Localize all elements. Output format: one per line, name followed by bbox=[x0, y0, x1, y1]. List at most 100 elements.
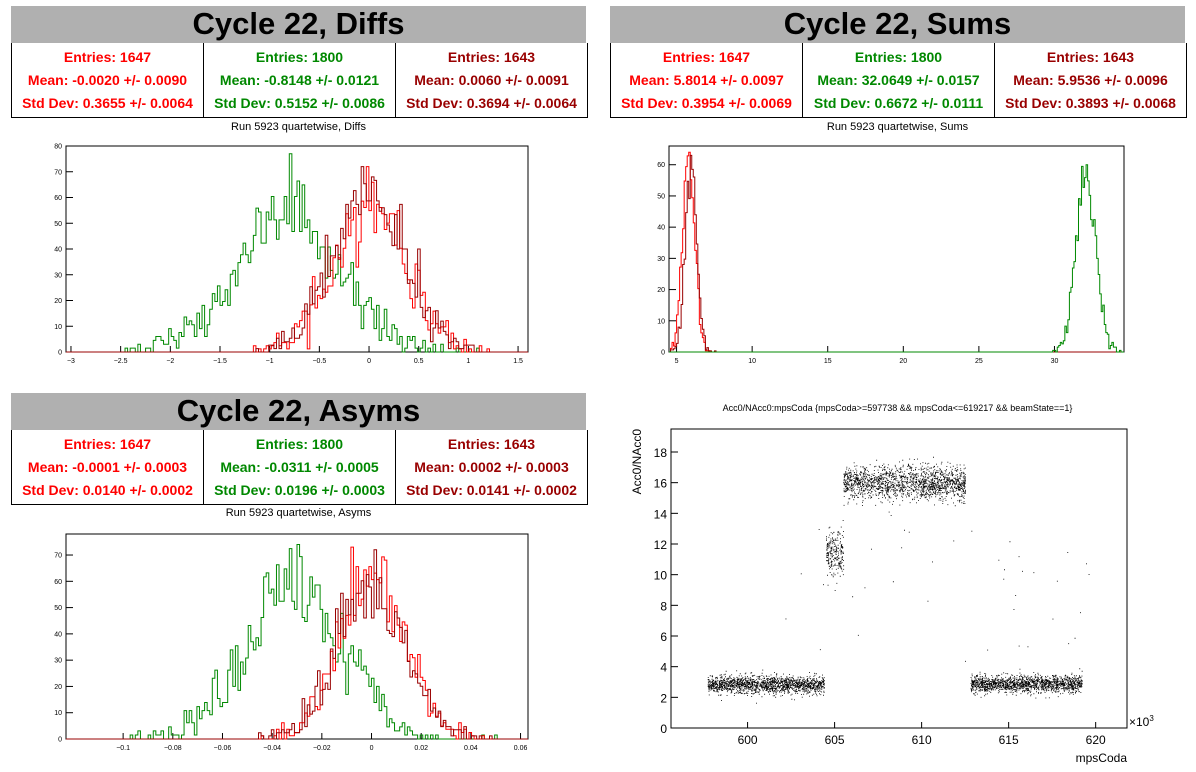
asyms-panel-title: Cycle 22, Asyms bbox=[11, 393, 586, 430]
x-axis-exponent-power: 3 bbox=[1149, 714, 1154, 723]
stat-mean: Mean: -0.0001 +/- 0.0003 bbox=[27, 458, 188, 475]
diffs-chart-title: Run 5923 quartetwise, Diffs bbox=[231, 121, 366, 133]
x-tick-label: 0.5 bbox=[414, 358, 424, 365]
x-tick-label: 605 bbox=[825, 733, 845, 747]
stat-std: Std Dev: 0.0140 +/- 0.0002 bbox=[22, 481, 193, 498]
y-tick-label: 10 bbox=[654, 569, 668, 583]
y-tick-label: 4 bbox=[660, 661, 667, 675]
stat-entries: Entries: 1647 bbox=[63, 49, 152, 66]
diffs-stats-red: Entries: 1647 Mean: -0.0020 +/- 0.0090 S… bbox=[12, 43, 204, 117]
x-tick-label: −3 bbox=[67, 358, 75, 365]
y-tick-label: 6 bbox=[660, 630, 667, 644]
stat-mean: Mean: -0.0020 +/- 0.0090 bbox=[27, 71, 188, 88]
histogram-series-green bbox=[66, 544, 528, 740]
y-tick-label: 50 bbox=[54, 221, 62, 228]
y-tick-label: 8 bbox=[660, 599, 667, 613]
y-tick-label: 0 bbox=[660, 722, 667, 736]
stat-std: Std Dev: 0.0196 +/- 0.0003 bbox=[214, 481, 385, 498]
y-tick-label: 30 bbox=[54, 658, 62, 665]
y-tick-label: 50 bbox=[657, 193, 665, 200]
y-tick-label: 30 bbox=[54, 272, 62, 279]
x-tick-label: −2 bbox=[166, 358, 174, 365]
y-tick-label: 10 bbox=[54, 710, 62, 717]
x-tick-label: −0.02 bbox=[313, 745, 331, 752]
scatter-plot: 600 605 610 615 620 0 2 4 6 8 10 12 14 16 18 mpsCoda Acc… bbox=[630, 428, 1154, 765]
histogram-series-darkred bbox=[66, 166, 528, 353]
y-tick-label: 0 bbox=[58, 350, 62, 357]
asyms-stats-red: Entries: 1647 Mean: -0.0001 +/- 0.0003 S… bbox=[12, 430, 204, 504]
stat-entries: Entries: 1800 bbox=[255, 436, 344, 453]
stat-std: Std Dev: 0.3655 +/- 0.0064 bbox=[22, 94, 193, 111]
diffs-stats-darkred: Entries: 1643 Mean: 0.0060 +/- 0.0091 St… bbox=[396, 43, 587, 117]
histogram-series-green bbox=[669, 164, 1124, 353]
y-tick-label: 0 bbox=[58, 737, 62, 744]
stat-mean: Mean: -0.0311 +/- 0.0005 bbox=[220, 458, 379, 475]
sums-stats-box: Entries: 1647 Mean: 5.8014 +/- 0.0097 St… bbox=[610, 43, 1187, 118]
x-tick-label: 10 bbox=[748, 358, 756, 365]
x-tick-label: 0.02 bbox=[414, 745, 428, 752]
x-tick-label: 610 bbox=[912, 733, 932, 747]
histogram-series-red bbox=[669, 151, 1124, 353]
x-tick-label: 0.04 bbox=[464, 745, 478, 752]
stat-entries: Entries: 1643 bbox=[1046, 49, 1135, 66]
plot-frame bbox=[668, 145, 1125, 353]
asyms-stats-green: Entries: 1800 Mean: -0.0311 +/- 0.0005 S… bbox=[204, 430, 396, 504]
x-tick-label: 5 bbox=[675, 358, 679, 365]
diffs-stats-green: Entries: 1800 Mean: -0.8148 +/- 0.0121 S… bbox=[204, 43, 396, 117]
histogram-series-green bbox=[66, 153, 528, 353]
y-tick-label: 40 bbox=[657, 225, 665, 232]
diffs-stats-box: Entries: 1647 Mean: -0.0020 +/- 0.0090 S… bbox=[11, 43, 588, 118]
y-tick-label: 60 bbox=[657, 162, 665, 169]
x-tick-label: −0.5 bbox=[312, 358, 326, 365]
y-tick-label: 30 bbox=[657, 256, 665, 263]
stat-std: Std Dev: 0.3954 +/- 0.0069 bbox=[621, 94, 792, 111]
y-tick-label: 80 bbox=[54, 144, 62, 151]
stat-entries: Entries: 1643 bbox=[447, 49, 536, 66]
y-axis-label: Acc0/NAcc0 bbox=[630, 429, 644, 495]
stat-mean: Mean: 32.0649 +/- 0.0157 bbox=[817, 71, 980, 88]
y-tick-label: 40 bbox=[54, 247, 62, 254]
stat-entries: Entries: 1800 bbox=[854, 49, 943, 66]
x-tick-label: −1.5 bbox=[213, 358, 227, 365]
y-tick-label: 70 bbox=[54, 169, 62, 176]
y-tick-label: 40 bbox=[54, 631, 62, 638]
x-tick-label: −0.04 bbox=[263, 745, 281, 752]
x-tick-label: 600 bbox=[738, 733, 758, 747]
y-tick-label: 16 bbox=[654, 477, 668, 491]
plot-frame bbox=[65, 533, 529, 740]
x-tick-label: 0 bbox=[370, 745, 374, 752]
y-tick-label: 20 bbox=[54, 298, 62, 305]
x-tick-label: 1 bbox=[466, 358, 470, 365]
stat-std: Std Dev: 0.0141 +/- 0.0002 bbox=[406, 481, 577, 498]
x-tick-label: 25 bbox=[975, 358, 983, 365]
x-tick-label: 620 bbox=[1086, 733, 1106, 747]
x-axis-label: mpsCoda bbox=[1076, 751, 1128, 765]
stat-mean: Mean: -0.8148 +/- 0.0121 bbox=[219, 71, 380, 88]
diffs-histogram: −3 −2.5 −2 −1.5 −1 −0.5 0 0.5 1 1.5 0 10 20 30 40 50 60 7… bbox=[54, 144, 529, 365]
histogram-series-darkred bbox=[66, 549, 528, 740]
asyms-stats-box: Entries: 1647 Mean: -0.0001 +/- 0.0003 S… bbox=[11, 430, 588, 505]
y-tick-label: 10 bbox=[54, 324, 62, 331]
stat-entries: Entries: 1643 bbox=[447, 436, 536, 453]
x-tick-label: 1.5 bbox=[513, 358, 523, 365]
x-tick-label: 20 bbox=[899, 358, 907, 365]
stat-mean: Mean: 0.0060 +/- 0.0091 bbox=[414, 71, 569, 88]
x-tick-label: 15 bbox=[824, 358, 832, 365]
stat-entries: Entries: 1647 bbox=[63, 436, 152, 453]
plot-frame bbox=[670, 428, 1128, 729]
sums-panel-title: Cycle 22, Sums bbox=[610, 6, 1185, 43]
sums-chart-title: Run 5923 quartetwise, Sums bbox=[826, 121, 969, 133]
x-tick-label: −0.08 bbox=[164, 745, 182, 752]
stat-mean: Mean: 0.0002 +/- 0.0003 bbox=[414, 458, 569, 475]
stat-std: Std Dev: 0.6672 +/- 0.0111 bbox=[813, 94, 984, 111]
y-tick-label: 20 bbox=[657, 287, 665, 294]
stat-entries: Entries: 1800 bbox=[255, 49, 344, 66]
y-tick-label: 14 bbox=[654, 507, 668, 521]
stat-mean: Mean: 5.9536 +/- 0.0096 bbox=[1013, 71, 1168, 88]
stat-std: Std Dev: 0.3893 +/- 0.0068 bbox=[1005, 94, 1176, 111]
x-tick-label: 30 bbox=[1051, 358, 1059, 365]
y-tick-label: 18 bbox=[654, 446, 668, 460]
diffs-panel-title: Cycle 22, Diffs bbox=[11, 6, 586, 43]
plot-frame bbox=[65, 145, 529, 353]
stat-entries: Entries: 1647 bbox=[662, 49, 751, 66]
